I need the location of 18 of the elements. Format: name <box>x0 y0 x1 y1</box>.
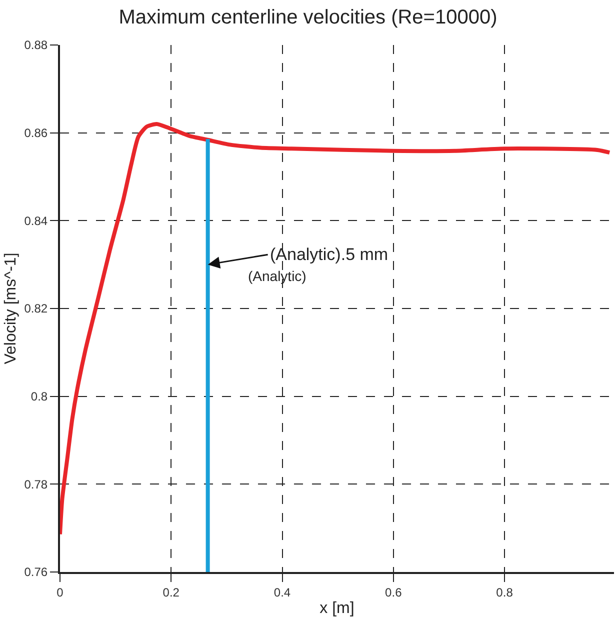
y-tick-label: 0.86 <box>24 126 48 140</box>
annotation: (Analytic) <box>248 268 306 284</box>
y-tick-label: 0.84 <box>24 214 48 228</box>
y-tick-label: 0.76 <box>24 565 48 580</box>
x-tick-label: 0.6 <box>385 585 402 600</box>
y-tick-label: 0.88 <box>24 38 48 52</box>
x-tick-label: 0.8 <box>496 585 514 600</box>
y-tick-label: 0.82 <box>24 302 48 316</box>
chart-title: Maximum centerline velocities (Re=10000) <box>118 6 498 28</box>
x-axis-title: x [m] <box>320 600 354 617</box>
x-tick-label: 0 <box>56 585 64 600</box>
y-tick-label: 0.8 <box>30 390 48 404</box>
line-series <box>60 122 612 536</box>
y-tick-label: 0.78 <box>24 477 48 492</box>
annotation: (Analytic).5 mm <box>270 245 388 264</box>
y-axis-title: Velocity [ms^-1] <box>2 252 20 364</box>
x-tick-label: 0.2 <box>162 585 180 600</box>
x-tick-label: 0.4 <box>274 585 291 600</box>
